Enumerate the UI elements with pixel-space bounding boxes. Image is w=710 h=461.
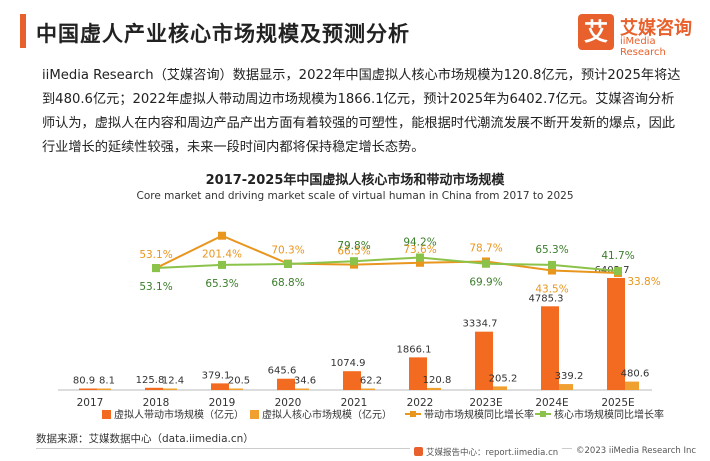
bar-label-driving: 1074.9: [331, 358, 366, 369]
legend-label: 核心市场规模同比增长率: [554, 408, 664, 421]
growth-label-driving: 73.6%: [403, 244, 436, 256]
bar-label-core: 62.2: [360, 376, 382, 387]
bar-driving-market: [79, 388, 97, 390]
growth-label-core: 69.9%: [469, 277, 502, 289]
title-accent-bar: [20, 14, 26, 48]
core-growth-marker: [416, 253, 424, 262]
core-growth-marker: [350, 257, 358, 266]
chart-title: 2017-2025年中国虚拟人核心市场和带动市场规模: [205, 173, 505, 188]
growth-label-core: 79.8%: [337, 240, 370, 252]
x-tick-label: 2023E: [469, 397, 502, 409]
bar-label-core: 20.5: [228, 376, 250, 387]
bar-core-market: [163, 388, 177, 390]
bar-label-driving: 3334.7: [463, 319, 498, 330]
legend-swatch: [250, 410, 259, 419]
legend-swatch: [410, 411, 416, 417]
growth-label-driving: 78.7%: [469, 242, 502, 254]
growth-label-core: 41.7%: [601, 250, 634, 262]
driving-growth-marker: [218, 231, 226, 240]
driving-growth-marker: [416, 258, 424, 267]
summary-paragraph: iiMedia Research（艾媒咨询）数据显示，2022年中国虚拟人核心市…: [42, 68, 681, 155]
x-tick-label: 2020: [275, 397, 302, 409]
bar-label-driving: 379.1: [202, 370, 231, 381]
legend-swatch: [540, 411, 546, 417]
x-tick-label: 2017: [77, 397, 104, 409]
legend-label: 带动市场规模同比增长率: [424, 408, 534, 421]
bar-driving-market: [211, 383, 229, 390]
growth-label-core: 94.2%: [403, 236, 436, 248]
bar-label-core: 480.6: [621, 369, 650, 380]
footer-divider: [36, 448, 686, 449]
brand-logo: 艾 艾媒咨询 iiMedia Research: [578, 12, 702, 58]
growth-label-driving: 33.8%: [627, 276, 660, 288]
logo-mark-icon: 艾: [578, 14, 614, 50]
page-title: 中国虚人产业核心市场规模及预测分析: [36, 22, 410, 46]
x-tick-label: 2025E: [601, 397, 634, 409]
legend-label: 虚拟人带动市场规模（亿元）: [114, 408, 244, 421]
bar-label-core: 12.4: [162, 376, 184, 387]
data-source: 数据来源：艾媒数据中心（data.iimedia.cn）: [36, 433, 254, 445]
footer-report-site-text: 艾媒报告中心：report.iimedia.cn: [426, 448, 559, 458]
core-growth-line: [155, 256, 619, 272]
bar-label-driving: 1866.1: [397, 344, 432, 355]
bar-label-driving: 80.9: [73, 376, 95, 387]
growth-label-driving: 43.5%: [535, 284, 568, 296]
bar-label-core: 205.2: [489, 373, 518, 384]
bar-core-market: [229, 388, 243, 390]
bar-label-core: 120.8: [423, 375, 452, 386]
logo-name-cn: 艾媒咨询: [620, 18, 692, 39]
bar-label-driving: 125.8: [136, 375, 165, 386]
logo-name-en: iiMedia Research: [620, 36, 666, 58]
bar-driving-market: [277, 378, 295, 390]
core-growth-marker: [482, 259, 490, 268]
bar-driving-market: [541, 306, 559, 390]
bar-label-core: 339.2: [555, 371, 584, 382]
growth-label-core: 68.8%: [271, 277, 304, 289]
bar-label-driving: 4785.3: [529, 293, 564, 304]
legend-label: 虚拟人核心市场规模（亿元）: [262, 408, 392, 421]
bar-core-market: [97, 388, 111, 390]
core-growth-marker: [284, 260, 292, 269]
growth-label-driving: 70.3%: [271, 245, 304, 257]
x-tick-label: 2019: [209, 397, 236, 409]
bar-driving-market: [145, 387, 163, 390]
bar-core-market: [559, 384, 573, 390]
bar-core-market: [427, 387, 441, 390]
bar-core-market: [361, 388, 375, 390]
x-tick-label: 2021: [341, 397, 368, 409]
growth-label-core: 53.1%: [139, 281, 172, 293]
core-growth-marker: [152, 264, 160, 273]
footer-report-site: 艾媒报告中心：report.iimedia.cn: [410, 446, 563, 458]
bar-driving-market: [343, 371, 361, 390]
bar-driving-market: [475, 331, 493, 390]
bar-core-market: [493, 386, 507, 390]
bar-label-core: 34.6: [294, 376, 316, 387]
growth-label-driving: 66.5%: [337, 246, 370, 258]
report-center-icon: [414, 447, 423, 456]
growth-label-core: 65.3%: [205, 278, 238, 290]
footer-copyright: ©2023 iiMedia Research Inc: [572, 446, 701, 456]
chart-subtitle: Core market and driving market scale of …: [136, 190, 574, 202]
bar-driving-market: [409, 357, 427, 390]
driving-growth-marker: [548, 266, 556, 275]
bar-driving-market: [607, 278, 625, 390]
bar-label-driving: 645.6: [268, 366, 297, 377]
driving-growth-line: [155, 234, 619, 275]
x-tick-label: 2022: [407, 397, 434, 409]
bar-label-core: 8.1: [99, 376, 115, 387]
x-tick-label: 2018: [143, 397, 170, 409]
bar-core-market: [295, 388, 309, 390]
core-growth-marker: [218, 260, 226, 269]
legend-swatch: [102, 410, 111, 419]
core-growth-marker: [614, 266, 622, 275]
bar-core-market: [625, 381, 639, 390]
growth-label-core: 65.3%: [535, 244, 568, 256]
growth-label-driving: 201.4%: [202, 249, 242, 261]
core-growth-marker: [548, 260, 556, 269]
growth-label-driving: 53.1%: [139, 249, 172, 261]
x-tick-label: 2024E: [535, 397, 568, 409]
